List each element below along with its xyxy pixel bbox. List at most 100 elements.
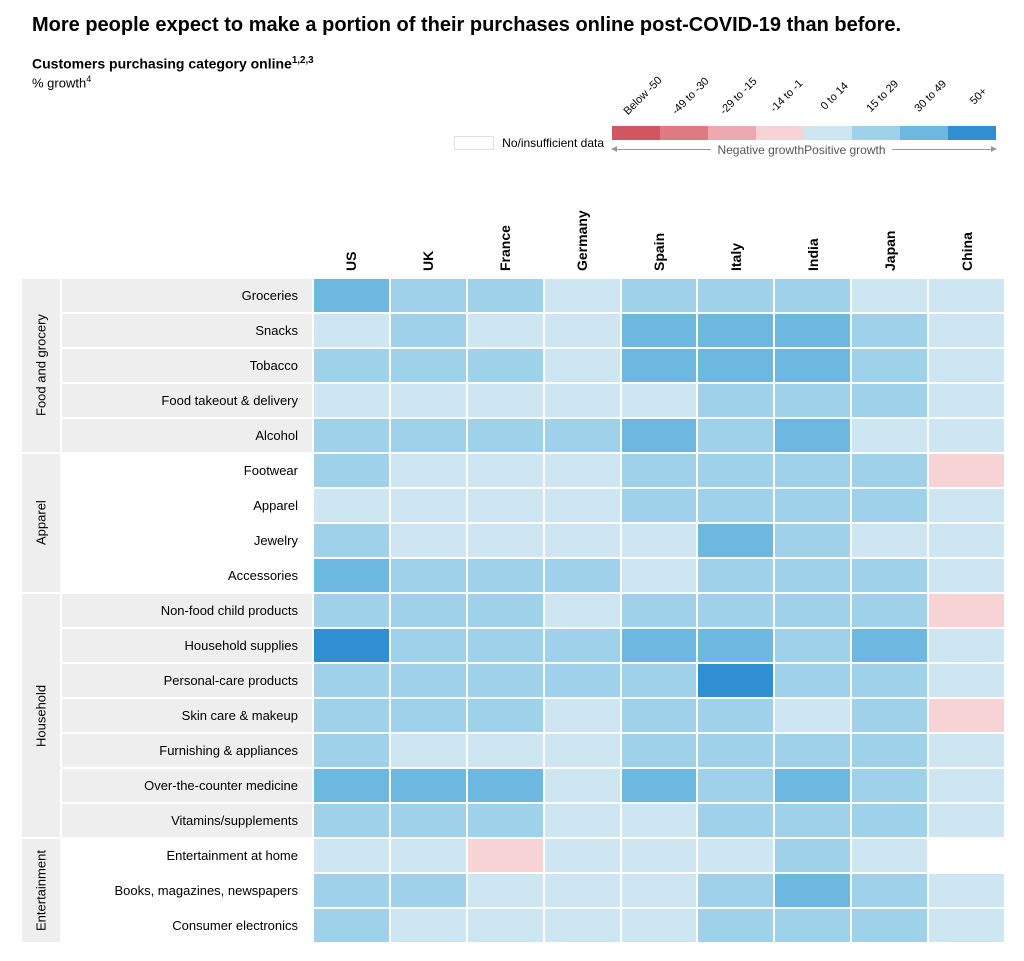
heatmap-cell [622, 804, 697, 837]
heatmap-cell [929, 524, 1004, 557]
heatmap-cell [852, 594, 927, 627]
heatmap-cell [929, 419, 1004, 452]
heatmap-cell [314, 524, 389, 557]
heatmap-cell [314, 489, 389, 522]
heatmap-cell [852, 384, 927, 417]
heatmap-cell [698, 699, 773, 732]
heatmap-cell [468, 419, 543, 452]
heatmap-cell [391, 594, 466, 627]
row-label: Food takeout & delivery [62, 384, 312, 417]
heatmap-cell [775, 699, 850, 732]
heatmap-cell [391, 909, 466, 942]
heatmap-cell [545, 384, 620, 417]
heatmap-cell [314, 349, 389, 382]
row-label: Footwear [62, 454, 312, 487]
heatmap-cell [545, 839, 620, 872]
heatmap-cell [545, 489, 620, 522]
column-header: France [468, 187, 543, 277]
heatmap-cell [314, 559, 389, 592]
heatmap-cell [929, 384, 1004, 417]
column-header: Spain [622, 187, 697, 277]
heatmap-cell [314, 734, 389, 767]
heatmap-cell [545, 699, 620, 732]
row-label: Jewelry [62, 524, 312, 557]
heatmap-cell [391, 734, 466, 767]
heatmap-cell [929, 874, 1004, 907]
heatmap-cell [468, 489, 543, 522]
heatmap-cell [929, 454, 1004, 487]
heatmap-cell [929, 734, 1004, 767]
heatmap-cell [391, 419, 466, 452]
heatmap-cell [775, 909, 850, 942]
heatmap-cell [622, 419, 697, 452]
heatmap-cell [314, 594, 389, 627]
heatmap-cell [698, 279, 773, 312]
heatmap-cell [929, 804, 1004, 837]
heatmap-cell [545, 349, 620, 382]
heatmap-cell [468, 384, 543, 417]
legend-swatch [948, 126, 996, 140]
heatmap-cell [698, 769, 773, 802]
heatmap-cell [391, 699, 466, 732]
column-header-label: US [343, 252, 359, 271]
column-header-label: Germany [574, 210, 590, 271]
heatmap-cell [391, 664, 466, 697]
rowlabel-header-spacer [62, 187, 312, 277]
heatmap-cell [545, 769, 620, 802]
group-label: Apparel [20, 454, 60, 592]
heatmap-cell [314, 699, 389, 732]
heatmap-cell [468, 314, 543, 347]
legend-swatch [612, 126, 660, 140]
column-header-label: UK [420, 251, 436, 271]
heatmap-cell [852, 699, 927, 732]
heatmap-cell [852, 559, 927, 592]
row-label: Apparel [62, 489, 312, 522]
heatmap-cell [622, 734, 697, 767]
heatmap-cell [929, 559, 1004, 592]
heatmap-cell [545, 314, 620, 347]
heatmap-cell [929, 769, 1004, 802]
heatmap-cell [391, 839, 466, 872]
heatmap-cell [929, 909, 1004, 942]
row-label: Groceries [62, 279, 312, 312]
heatmap-cell [622, 524, 697, 557]
heatmap-cell [622, 594, 697, 627]
heatmap-cell [391, 314, 466, 347]
row-label: Vitamins/supplements [62, 804, 312, 837]
legend-swatch [756, 126, 804, 140]
column-header-label: China [959, 232, 975, 271]
column-header-label: Spain [651, 233, 667, 271]
heatmap-cell [929, 314, 1004, 347]
heatmap-cell [391, 384, 466, 417]
heatmap-cell [698, 384, 773, 417]
row-label: Books, magazines, newspapers [62, 874, 312, 907]
heatmap-cell [775, 839, 850, 872]
heatmap-cell [622, 909, 697, 942]
heatmap-cell [852, 349, 927, 382]
row-label: Entertainment at home [62, 839, 312, 872]
heatmap-cell [391, 524, 466, 557]
heatmap-cell [698, 419, 773, 452]
heatmap-cell [852, 804, 927, 837]
row-label: Furnishing & appliances [62, 734, 312, 767]
legend-swatches [612, 126, 1004, 140]
heatmap-cell [852, 314, 927, 347]
heatmap-cell [622, 279, 697, 312]
heatmap-cell [698, 349, 773, 382]
heatmap-cell [929, 594, 1004, 627]
heatmap-cell [391, 629, 466, 662]
heatmap-cell [852, 489, 927, 522]
heatmap-cell [468, 909, 543, 942]
heatmap-cell [314, 314, 389, 347]
heatmap-cell [314, 629, 389, 662]
legend-arrows: Negative growth Positive growth [612, 143, 1004, 157]
heatmap-cell [775, 279, 850, 312]
heatmap-cell [545, 279, 620, 312]
heatmap-cell [545, 454, 620, 487]
heatmap-cell [929, 664, 1004, 697]
heatmap-cell [314, 804, 389, 837]
heatmap-cell [929, 839, 1004, 872]
heatmap-cell [622, 559, 697, 592]
column-header: UK [391, 187, 466, 277]
heatmap-cell [698, 559, 773, 592]
